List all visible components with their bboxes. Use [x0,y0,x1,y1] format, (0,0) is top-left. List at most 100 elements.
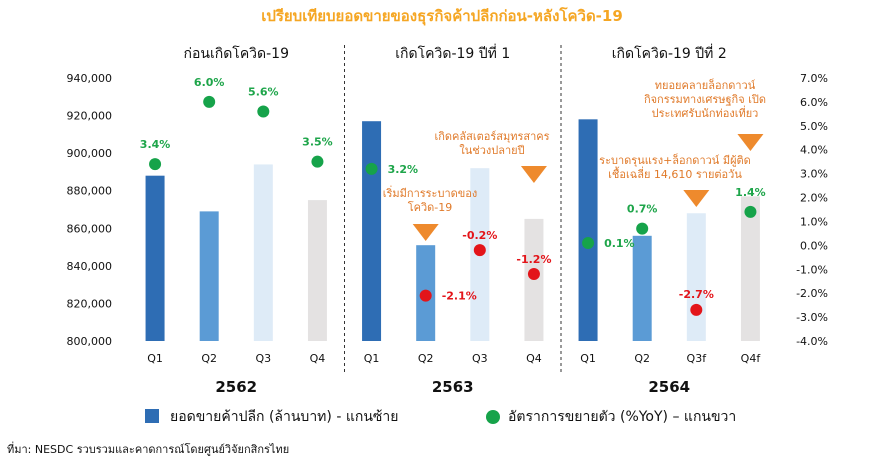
right-tick-label: 4.0% [800,144,828,157]
right-axis: -4.0% -3.0% -2.0% -1.0% 0.0% 1.0% 2.0% 3.0% 4.0%… [796,72,828,348]
x-tick-label: Q4 [310,352,326,365]
left-tick-label: 940,000 [67,72,113,85]
annotation-text: เริ่มมีการระบาดของ [383,185,478,200]
growth-dot [419,289,432,302]
annotation-arrows [412,134,764,241]
x-axis-ticks: Q1 Q2 Q3 Q4 Q1 Q2 Q3 Q4 Q1 Q2 Q3f Q4f [147,352,761,365]
growth-dot [149,158,162,171]
growth-dot [257,105,270,118]
growth-label: -0.2% [462,229,497,242]
right-tick-label: 6.0% [800,96,828,109]
source-note: ที่มา: NESDC รวบรวมและคาดการณ์โดยศูนย์วิ… [7,441,289,456]
growth-dot [582,236,595,249]
sales-bar [686,213,706,341]
left-tick-label: 880,000 [67,185,113,198]
annotation-text: เกิดคลัสเตอร์สมุทรสาคร [434,130,549,143]
annotation-text: ระบาดรุนแรง+ล็อกดาวน์ มีผู้ติด [599,153,751,167]
growth-label: 3.4% [140,138,171,151]
growth-dot [365,162,378,175]
chart-title: เปรียบเทียบยอดขายของธุรกิจค้าปลีกก่อน-หล… [261,6,623,26]
sales-bar [632,235,652,341]
period-header: ก่อนเกิดโควิด-19 [183,45,289,62]
left-tick-label: 860,000 [67,222,113,235]
annotation-arrow [412,224,439,241]
x-tick-label: Q3f [687,352,708,365]
growth-label: 3.5% [302,136,333,149]
growth-dot [203,95,216,108]
annotation-arrow [683,190,710,207]
sales-bar [145,175,165,341]
legend: ยอดขายค้าปลีก (ล้านบาท) - แกนซ้าย อัตราก… [145,409,736,425]
growth-dot [473,244,486,257]
right-tick-label: 0.0% [800,239,828,252]
growth-label: 0.1% [604,237,635,250]
left-tick-label: 840,000 [67,260,113,273]
annotation-arrow [737,134,764,151]
growth-dots [149,95,757,316]
x-tick-label: Q1 [147,352,163,365]
right-tick-label: -3.0% [796,311,828,324]
left-tick-label: 820,000 [67,297,113,310]
growth-dot [690,303,703,316]
legend-bars-label: ยอดขายค้าปลีก (ล้านบาท) - แกนซ้าย [170,409,398,425]
year-label: 2563 [432,378,474,396]
right-tick-label: 1.0% [800,215,828,228]
x-tick-label: Q3 [472,352,488,365]
right-tick-label: 2.0% [800,192,828,205]
right-tick-label: 5.0% [800,120,828,133]
growth-label: 0.7% [627,203,658,216]
growth-label: 5.6% [248,85,279,98]
period-header: เกิดโควิด-19 ปีที่ 2 [612,44,727,62]
left-tick-label: 920,000 [67,110,113,123]
sales-bar [307,200,327,341]
growth-dot [744,205,757,218]
sales-bars [145,119,760,341]
right-tick-label: -4.0% [796,335,828,348]
x-tick-label: Q2 [634,352,650,365]
sales-bar [362,121,382,341]
annotation-text: โควิด-19 [408,200,453,214]
sales-bar [740,196,760,341]
period-headers: ก่อนเกิดโควิด-19 เกิดโควิด-19 ปีที่ 1 เกิด… [183,44,726,62]
right-tick-label: 7.0% [800,72,828,85]
growth-label: 6.0% [194,76,225,89]
legend-dots-label: อัตราการขยายตัว (%YoY) – แกนขวา [508,409,736,425]
annotation-arrow [520,166,547,183]
period-dividers [344,45,562,372]
annotation-text: กิจกรรมทางเศรษฐกิจ เปิด [644,93,766,106]
right-tick-label: 3.0% [800,168,828,181]
sales-bar [578,119,598,341]
sales-bar [253,164,273,341]
left-axis: 800,000 820,000 840,000 860,000 880,000 900,0… [67,72,113,348]
growth-label: -2.7% [679,288,714,301]
x-tick-label: Q3 [255,352,271,365]
annotation-text: ในช่วงปลายปี [459,144,524,157]
x-tick-label: Q1 [580,352,596,365]
growth-dot [311,155,324,168]
x-tick-label: Q2 [201,352,217,365]
growth-label: 1.4% [735,186,766,199]
x-tick-label: Q4 [526,352,542,365]
x-tick-label: Q1 [364,352,380,365]
legend-bar-swatch [145,409,159,423]
growth-labels: 3.4% 6.0% 5.6% 3.5% 3.2% -2.1% -0.2% -1.2% 0.1% 0… [140,76,766,303]
period-header: เกิดโควิด-19 ปีที่ 1 [395,44,510,62]
growth-dot [527,268,540,281]
left-tick-label: 900,000 [67,147,113,160]
right-tick-label: -1.0% [796,263,828,276]
year-labels: 2562 2563 2564 [215,378,690,396]
sales-bar [199,211,219,341]
annotation-text: เชื้อเฉลี่ย 14,610 รายต่อวัน [608,166,742,181]
growth-label: -1.2% [516,253,551,266]
x-tick-label: Q4f [741,352,762,365]
year-label: 2562 [215,378,257,396]
year-label: 2564 [648,378,690,396]
annotation-text: ทยอยคลายล็อกดาวน์ [655,78,756,92]
right-tick-label: -2.0% [796,287,828,300]
growth-dot [636,222,649,235]
growth-label: -2.1% [442,290,477,303]
growth-label: 3.2% [388,163,419,176]
legend-dot-swatch [486,410,500,424]
left-tick-label: 800,000 [67,335,113,348]
